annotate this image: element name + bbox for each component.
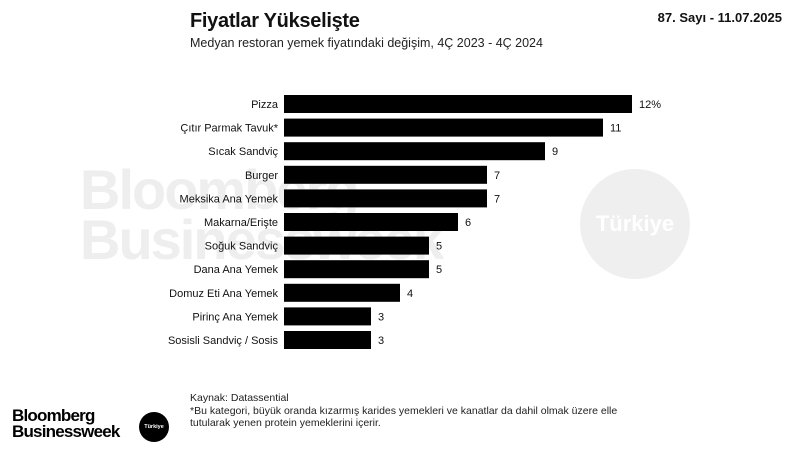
brand-logo: Bloomberg Businessweek [12, 406, 120, 441]
value-label: 9 [552, 146, 558, 158]
logo-line-2: Businessweek [12, 422, 120, 441]
category-label: Dana Ana Yemek [194, 264, 279, 276]
category-label: Domuz Eti Ana Yemek [169, 288, 278, 300]
category-label: Meksika Ana Yemek [180, 193, 279, 205]
bar [284, 95, 632, 113]
category-label: Makarna/Erişte [204, 217, 278, 229]
chart-title: Fiyatlar Yükselişte [190, 10, 360, 32]
category-label: Burger [245, 170, 278, 182]
footer-notes: Kaynak: Datassential *Bu kategori, büyük… [190, 392, 617, 430]
bar [284, 213, 458, 231]
logo-badge-label: Türkiye [144, 424, 164, 430]
source-text: Kaynak: Datassential [190, 392, 289, 404]
bar [284, 189, 487, 208]
bar [284, 118, 603, 137]
issue-info: 87. Sayı - 11.07.2025 [657, 10, 782, 25]
category-label: Pirinç Ana Yemek [192, 311, 278, 323]
value-label: 6 [465, 217, 471, 229]
value-label: 3 [378, 311, 384, 323]
value-label: 4 [407, 288, 413, 300]
footnote-line-1: *Bu kategori, büyük oranda kızarmış kari… [190, 404, 618, 417]
value-label: 7 [494, 193, 500, 205]
value-label: 5 [436, 241, 442, 253]
value-label: 7 [494, 170, 500, 182]
bar [284, 260, 429, 279]
bar [284, 283, 400, 302]
bar [284, 142, 545, 161]
category-label: Sıcak Sandviç [208, 146, 278, 158]
footnote-line-2: tutularak yenen protein yemeklerini içer… [190, 417, 381, 429]
category-label: Sosisli Sandviç / Sosis [168, 335, 279, 347]
value-label: 12% [639, 99, 661, 111]
category-label: Pizza [251, 99, 279, 111]
bar [284, 331, 371, 349]
logo-badge: Türkiye [139, 412, 169, 442]
value-label: 11 [610, 123, 621, 135]
value-label: 3 [378, 335, 384, 347]
watermark-badge: Türkiye [580, 169, 690, 279]
category-label: Soğuk Sandviç [205, 241, 279, 253]
bar [284, 165, 487, 184]
watermark-badge-label: Türkiye [595, 211, 675, 236]
bar [284, 307, 371, 326]
category-label: Çıtır Parmak Tavuk* [180, 123, 278, 135]
value-label: 5 [436, 264, 442, 276]
bar [284, 236, 429, 255]
chart-subtitle: Medyan restoran yemek fiyatındaki değişi… [190, 36, 543, 50]
logo-line-1: Bloomberg [12, 406, 95, 425]
